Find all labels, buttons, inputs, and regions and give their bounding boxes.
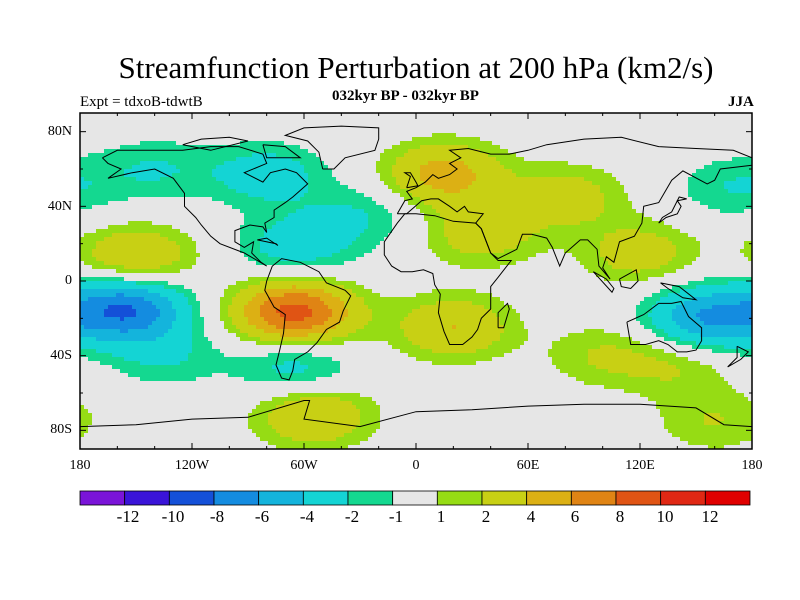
lat-label: 40S xyxy=(22,348,72,364)
colorbar-swatch xyxy=(437,491,482,505)
colorbar xyxy=(80,491,750,505)
colorbar-label: 6 xyxy=(555,507,595,527)
colorbar-label: 1 xyxy=(421,507,461,527)
colorbar-label: -10 xyxy=(153,507,193,527)
colorbar-swatch xyxy=(527,491,572,505)
lon-label: 60E xyxy=(498,458,558,474)
lon-label: 120E xyxy=(610,458,670,474)
season-label: JJA xyxy=(728,94,754,111)
colorbar-swatch xyxy=(661,491,706,505)
colorbar-label: -8 xyxy=(197,507,237,527)
colorbar-label: 12 xyxy=(690,507,730,527)
colorbar-swatch xyxy=(214,491,259,505)
colorbar-swatch xyxy=(259,491,304,505)
colorbar-swatch xyxy=(80,491,125,505)
colorbar-label: -6 xyxy=(242,507,282,527)
lon-label: 0 xyxy=(386,458,446,474)
colorbar-swatch xyxy=(705,491,750,505)
colorbar-label: -12 xyxy=(108,507,148,527)
lat-label: 40N xyxy=(22,199,72,215)
colorbar-swatch xyxy=(303,491,348,505)
colorbar-label: -4 xyxy=(287,507,327,527)
field-layer xyxy=(80,113,753,450)
colorbar-swatch xyxy=(125,491,170,505)
colorbar-label: 10 xyxy=(645,507,685,527)
lon-label: 120W xyxy=(162,458,222,474)
colorbar-label: 4 xyxy=(511,507,551,527)
experiment-label: Expt = tdxoB-tdwtB xyxy=(80,94,203,111)
lat-label: 80S xyxy=(22,422,72,438)
colorbar-label: 8 xyxy=(600,507,640,527)
lon-label: 180 xyxy=(722,458,782,474)
colorbar-swatch xyxy=(571,491,616,505)
colorbar-swatch xyxy=(169,491,214,505)
colorbar-label: -1 xyxy=(376,507,416,527)
map-title: Streamfunction Perturbation at 200 hPa (… xyxy=(0,50,800,86)
lon-label: 60W xyxy=(274,458,334,474)
colorbar-swatch xyxy=(616,491,661,505)
lon-label: 180 xyxy=(50,458,110,474)
period-label: 032kyr BP - 032kyr BP xyxy=(332,88,479,105)
colorbar-label: -2 xyxy=(332,507,372,527)
lat-label: 0 xyxy=(22,273,72,289)
colorbar-swatch xyxy=(482,491,527,505)
colorbar-label: 2 xyxy=(466,507,506,527)
colorbar-swatch xyxy=(393,491,438,505)
colorbar-swatch xyxy=(348,491,393,505)
lat-label: 80N xyxy=(22,124,72,140)
